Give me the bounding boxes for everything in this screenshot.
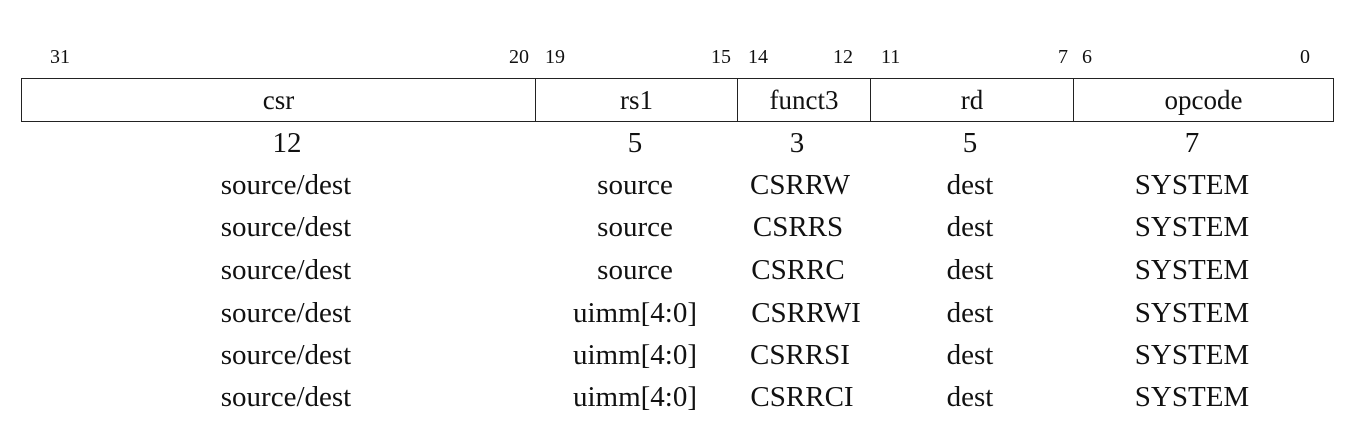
field-opcode: opcode (1073, 79, 1333, 121)
field-funct3: funct3 (737, 79, 870, 121)
width-funct3: 3 (789, 127, 805, 159)
row-3-funct3: CSRRC (751, 254, 845, 286)
row-2-funct3: CSRRS (752, 211, 844, 243)
bit-label-20: 20 (509, 46, 529, 68)
row-4-rs1: uimm[4:0] (572, 297, 698, 329)
bit-label-15: 15 (711, 46, 731, 68)
row-3-csr: source/dest (220, 254, 352, 286)
row-3-rd: dest (946, 254, 994, 286)
row-1-rd: dest (946, 169, 994, 201)
row-2-opcode: SYSTEM (1134, 211, 1250, 243)
bit-label-11: 11 (881, 46, 901, 68)
row-2-rd: dest (946, 211, 994, 243)
bit-label-19: 19 (545, 46, 565, 68)
row-6-opcode: SYSTEM (1134, 381, 1250, 413)
bit-label-31: 31 (50, 46, 70, 68)
row-5-csr: source/dest (220, 339, 352, 371)
field-rd: rd (870, 79, 1073, 121)
width-csr: 12 (272, 127, 302, 159)
row-4-opcode: SYSTEM (1134, 297, 1250, 329)
row-5-rs1: uimm[4:0] (572, 339, 698, 371)
row-3-opcode: SYSTEM (1134, 254, 1250, 286)
field-csr: csr (262, 84, 295, 115)
row-5-opcode: SYSTEM (1134, 339, 1250, 371)
width-opcode: 7 (1184, 127, 1200, 159)
row-4-rd: dest (946, 297, 994, 329)
row-6-rd: dest (946, 381, 994, 413)
bit-label-6: 6 (1082, 46, 1092, 68)
row-1-csr: source/dest (220, 169, 352, 201)
instruction-format-fields: csr rs1 funct3 rd opcode (21, 78, 1334, 122)
field-rs1: rs1 (535, 79, 737, 121)
row-5-rd: dest (946, 339, 994, 371)
row-4-funct3: CSRRWI (751, 297, 861, 329)
row-4-csr: source/dest (220, 297, 352, 329)
row-1-opcode: SYSTEM (1134, 169, 1250, 201)
bit-label-14: 14 (748, 46, 768, 68)
row-1-funct3: CSRRW (750, 169, 850, 201)
row-6-rs1: uimm[4:0] (572, 381, 698, 413)
row-5-funct3: CSRRSI (750, 339, 850, 371)
bit-label-7: 7 (1058, 46, 1068, 68)
row-1-rs1: source (597, 169, 673, 201)
row-6-funct3: CSRRCI (750, 381, 854, 413)
row-2-csr: source/dest (220, 211, 352, 243)
width-rs1: 5 (627, 127, 643, 159)
width-rd: 5 (962, 127, 978, 159)
row-3-rs1: source (597, 254, 673, 286)
row-2-rs1: source (597, 211, 673, 243)
bit-label-0: 0 (1300, 46, 1310, 68)
row-6-csr: source/dest (220, 381, 352, 413)
bit-label-12: 12 (833, 46, 853, 68)
